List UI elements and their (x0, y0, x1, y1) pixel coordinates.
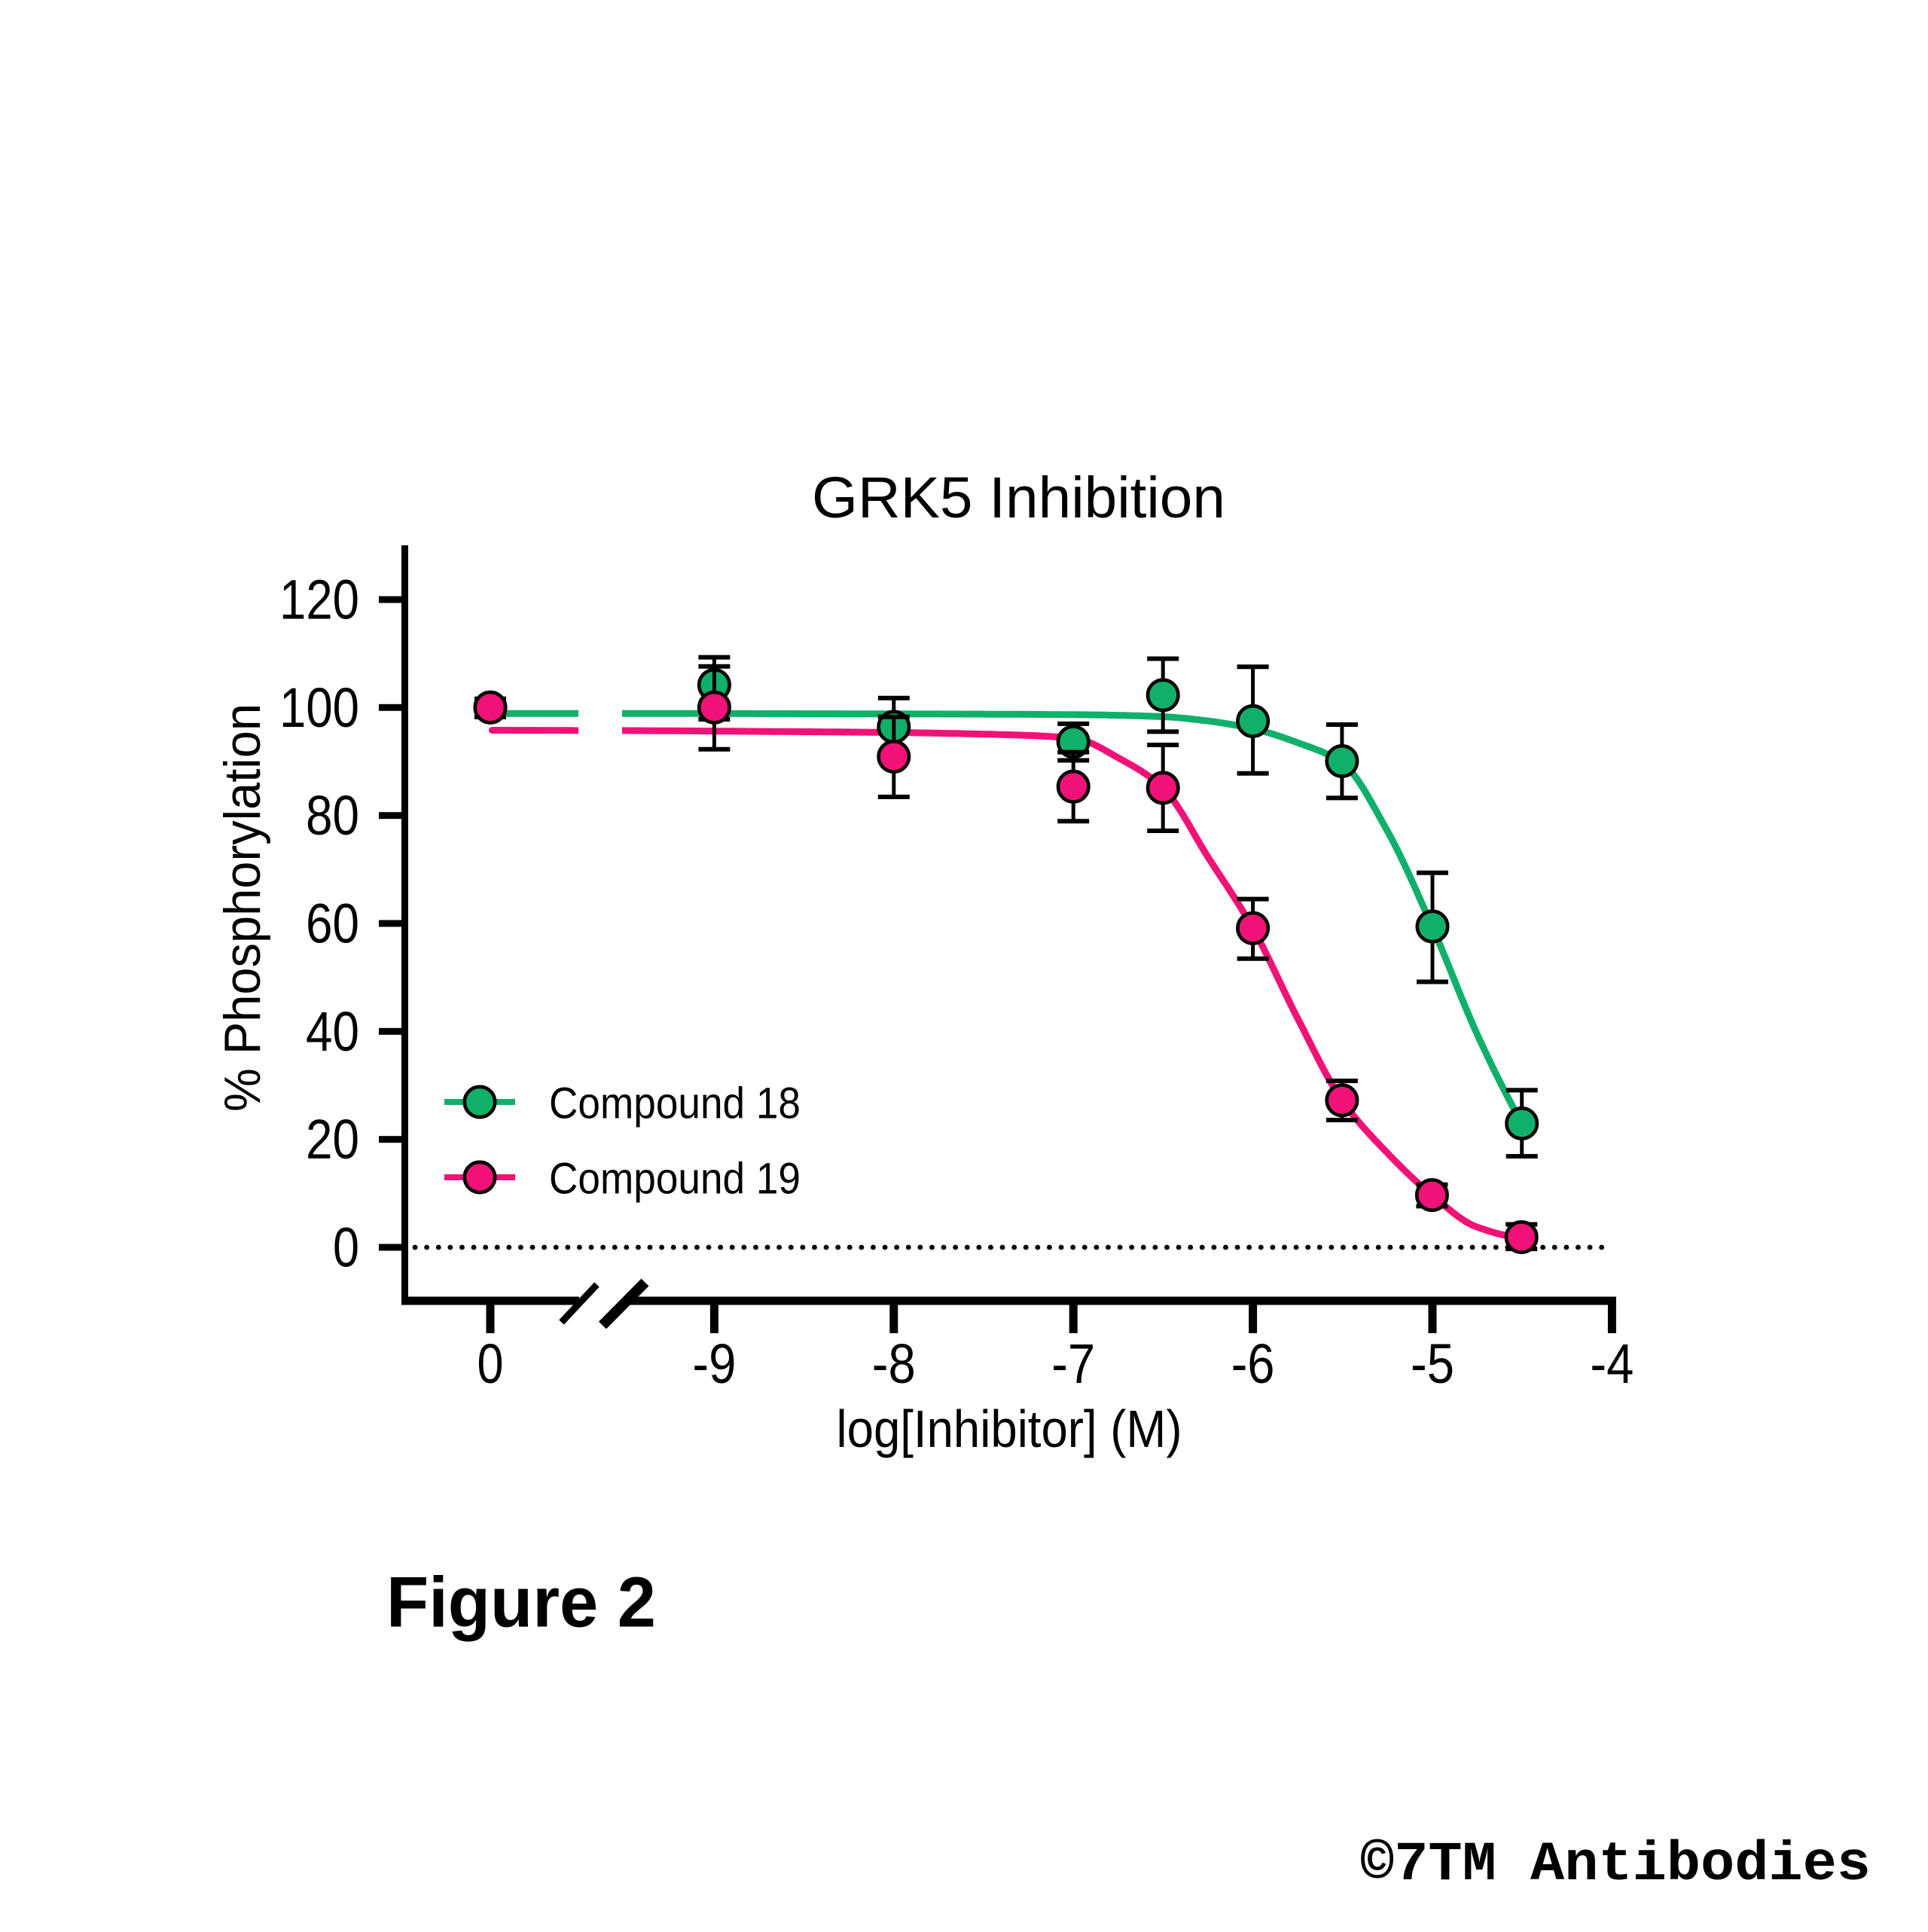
svg-text:Compound 18: Compound 18 (549, 1079, 801, 1128)
svg-text:-5: -5 (1411, 1332, 1454, 1395)
svg-text:Figure 2: Figure 2 (386, 1563, 656, 1643)
svg-text:0: 0 (477, 1332, 504, 1395)
svg-text:-4: -4 (1590, 1332, 1634, 1395)
svg-text:120: 120 (279, 569, 359, 631)
svg-text:©7TM Antibodies: ©7TM Antibodies (1360, 1833, 1871, 1896)
svg-text:80: 80 (306, 784, 359, 847)
svg-text:60: 60 (306, 893, 359, 955)
svg-text:100: 100 (279, 676, 359, 739)
svg-text:log[Inhibitor] (M): log[Inhibitor] (M) (837, 1399, 1182, 1458)
svg-text:Compound 19: Compound 19 (549, 1155, 801, 1204)
svg-text:-9: -9 (692, 1332, 736, 1395)
svg-text:% Phosphorylation: % Phosphorylation (214, 704, 271, 1112)
svg-text:-6: -6 (1231, 1332, 1275, 1395)
svg-text:GRK5 Inhibition: GRK5 Inhibition (812, 465, 1225, 530)
svg-text:-7: -7 (1051, 1332, 1095, 1395)
svg-text:20: 20 (306, 1108, 359, 1170)
svg-text:-8: -8 (872, 1332, 916, 1395)
svg-text:40: 40 (306, 1000, 359, 1063)
svg-text:0: 0 (333, 1216, 359, 1279)
